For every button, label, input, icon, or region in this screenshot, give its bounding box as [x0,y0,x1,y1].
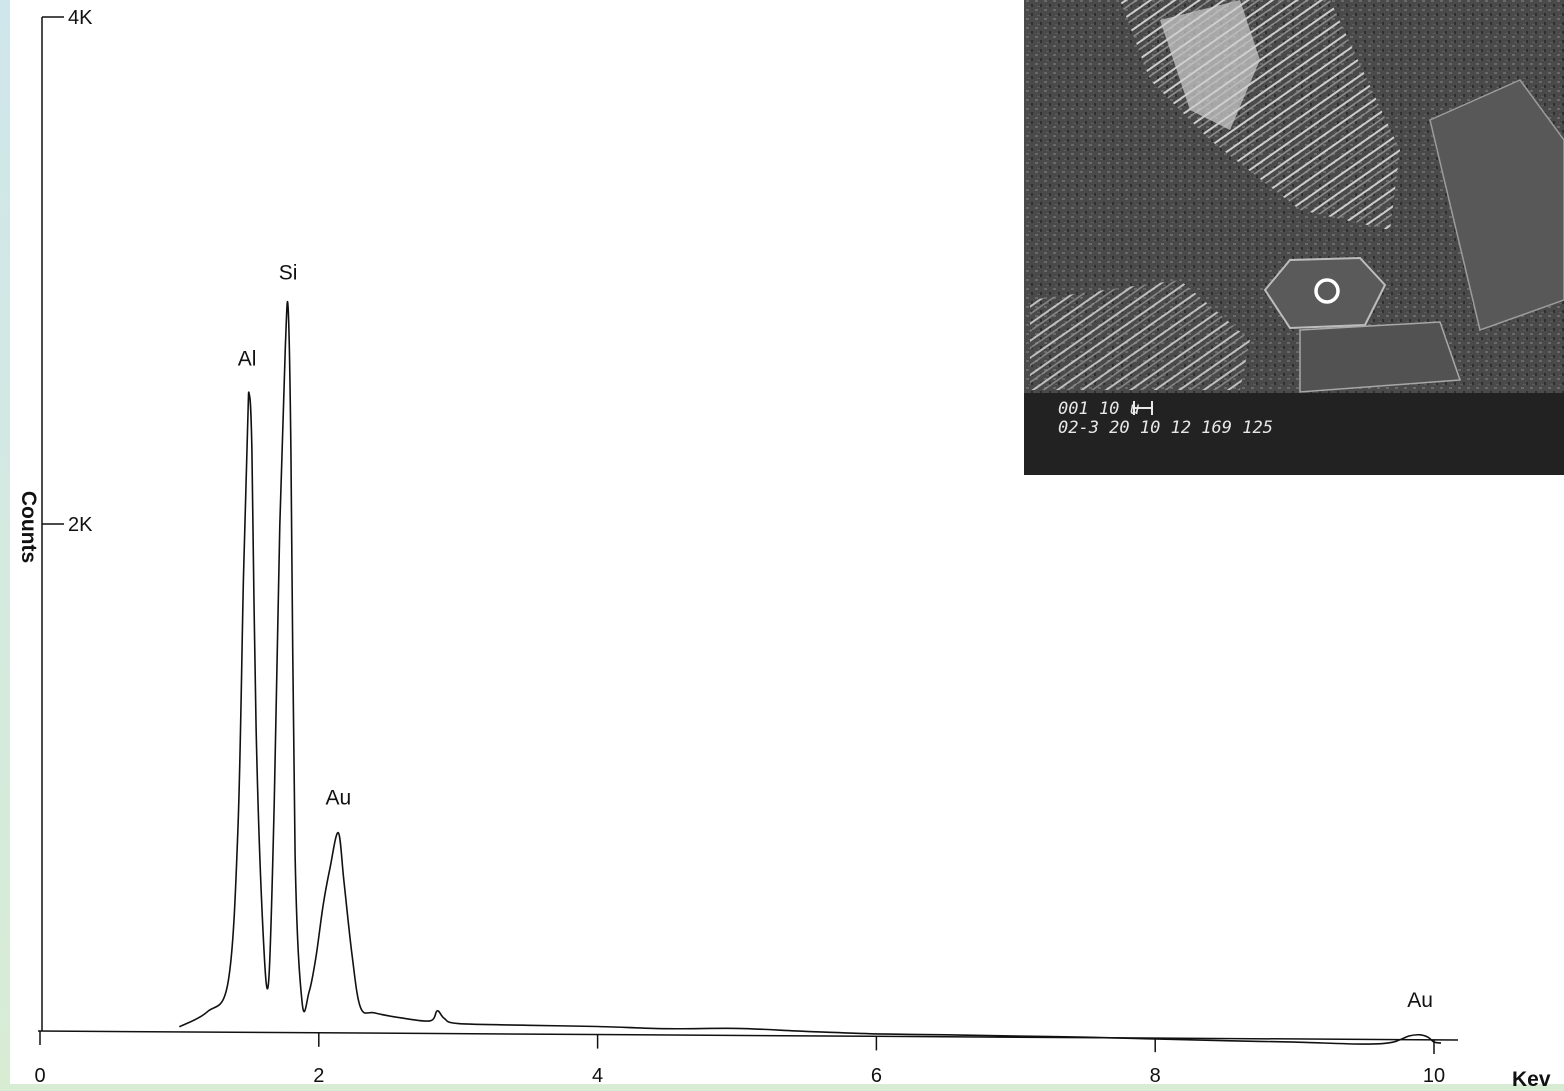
page-frame-left [0,0,10,1091]
peak-label-al: Al [238,348,257,371]
y-tick-label: 2K [68,514,93,536]
x-tick-label: 6 [871,1065,882,1087]
sem-hexagonal-crystal [1263,256,1387,330]
x-tick-label: 4 [592,1065,603,1087]
sem-info-bar [1024,393,1564,475]
analysis-spot-marker [1314,278,1340,304]
page-frame-bottom [0,1084,1564,1091]
spectrum-series-line [179,300,1442,1045]
sem-bright-flake [1160,0,1260,130]
sem-caption-line-2: 02-3 20 10 12 169 125 [1058,418,1273,438]
x-tick-label: 10 [1423,1065,1445,1087]
sem-caption-line-1: 001 10 u [1058,399,1140,419]
sem-crystal-facet [1429,79,1564,331]
sem-hexagonal-crystal-2 [1299,321,1462,393]
y-axis-title: Counts [17,491,40,563]
sem-micrograph-inset: 001 10 u 02-3 20 10 12 169 125 [1024,0,1564,475]
x-axis-ticks: 0 2 4 6 8 10 [34,1031,1445,1087]
peak-labels: Al Si Au Au [238,262,1433,1012]
x-axis-title: Kev [1512,1068,1551,1091]
sem-layered-crystal-lower [1030,280,1250,390]
x-tick-label: 8 [1150,1065,1161,1087]
x-tick-label: 2 [313,1065,324,1087]
peak-label-au: Au [1407,989,1433,1012]
y-tick-label: 4K [68,7,93,29]
peak-label-si: Si [279,262,298,285]
peak-label-au: Au [325,787,351,810]
x-tick-label: 0 [34,1065,45,1087]
x-axis-line [37,1030,1459,1041]
y-axis-ticks: 2K 4K [42,7,93,536]
